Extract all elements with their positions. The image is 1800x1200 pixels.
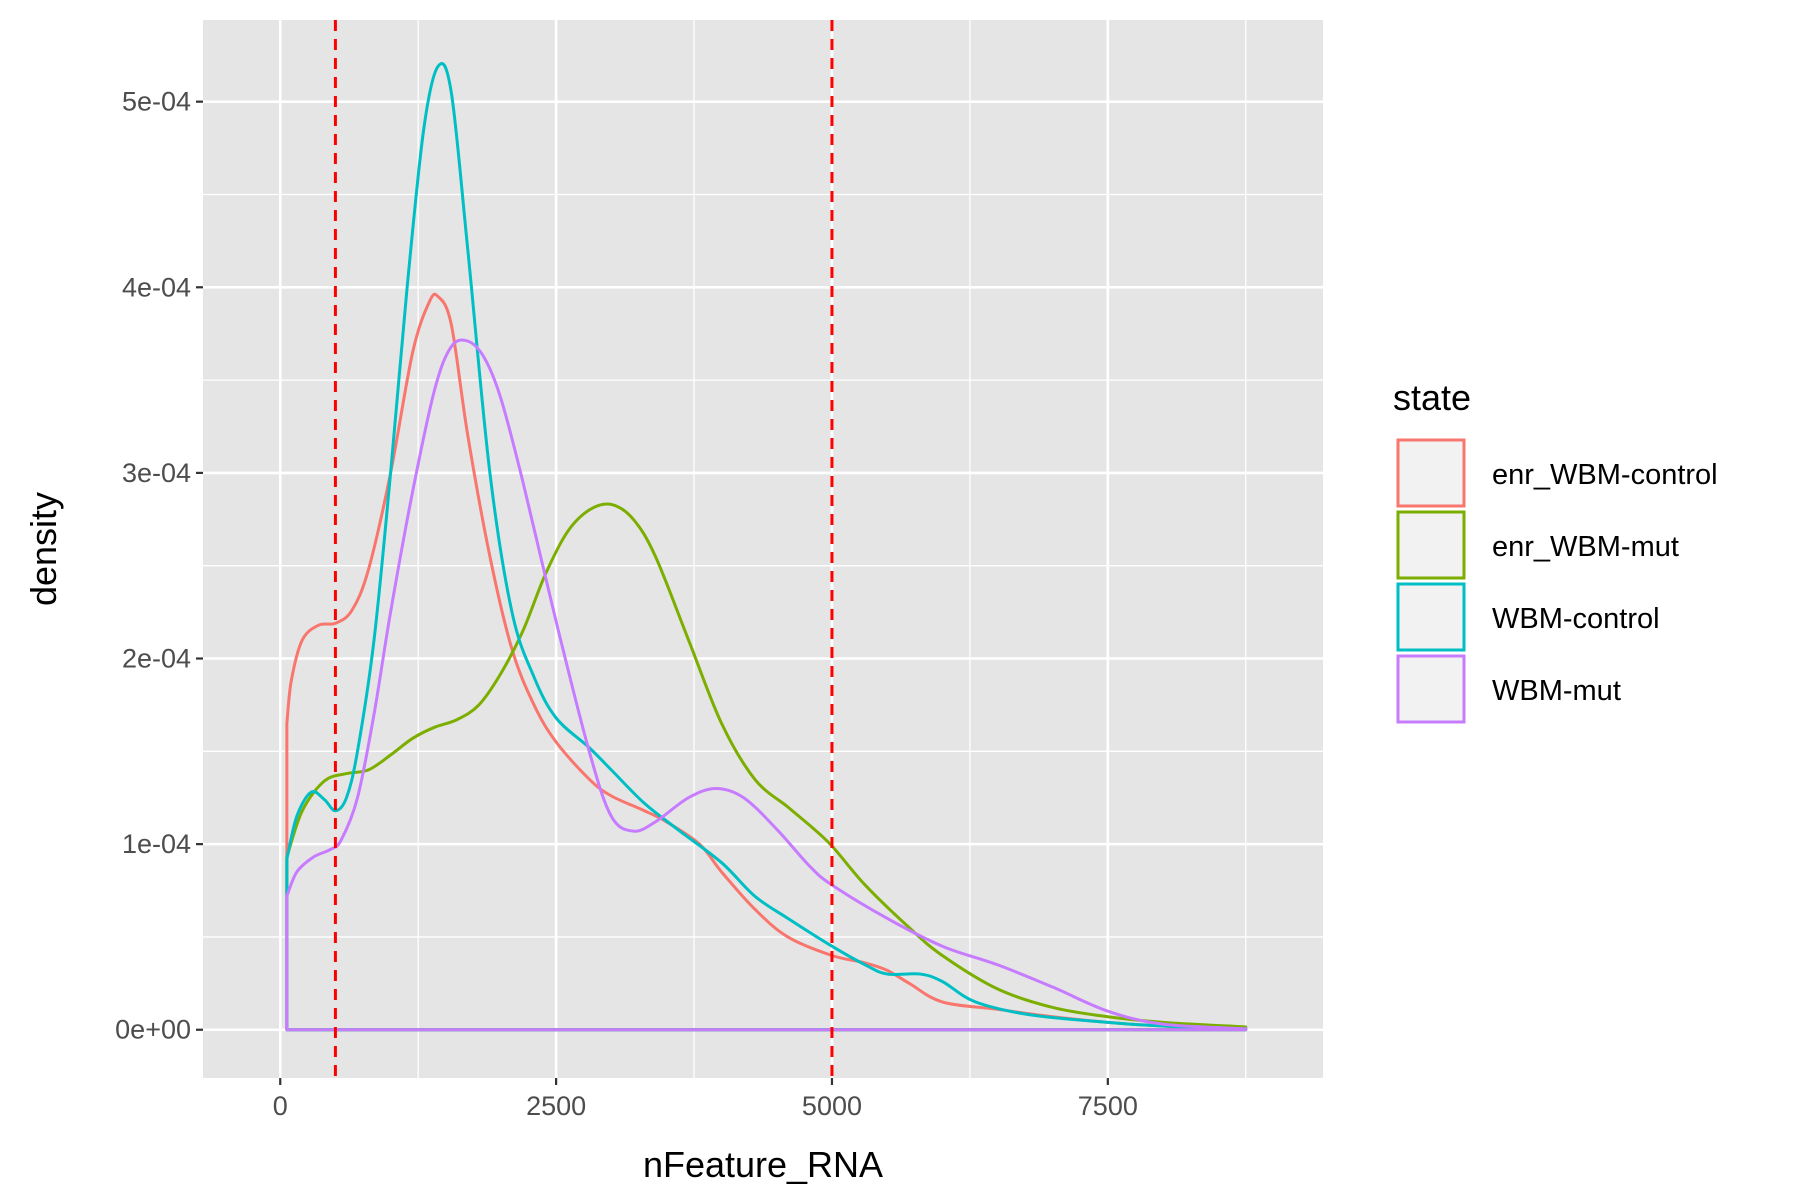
legend-label: enr_WBM-mut [1492,531,1679,563]
legend-label: enr_WBM-control [1492,459,1718,491]
legend-title: state [1393,377,1471,418]
density-curve-WBM-control [285,62,1248,1032]
legend-key-WBM-control [1396,582,1466,652]
legend-label: WBM-mut [1492,675,1621,707]
x-tick-label: 5000 [802,1091,862,1121]
x-tick-label: 0 [273,1091,288,1121]
x-tick-label: 7500 [1078,1091,1138,1121]
reference-lines [333,20,834,1078]
legend-key-enr_WBM-mut [1396,510,1466,580]
y-axis: 0e+00 1e-04 2e-04 3e-04 4e-04 5e-04 [115,87,203,1045]
y-tick-label: 2e-04 [122,644,191,674]
plot-background [203,20,1323,1078]
legend: state enr_WBM-control enr_WBM-mut WBM-cont… [1393,377,1718,724]
minor-gridlines [203,20,1323,1078]
density-curves [285,62,1248,1032]
density-curve-enr_WBM-control [285,292,1248,1032]
density-curve-WBM-mut [285,338,1248,1032]
y-tick-label: 0e+00 [115,1015,191,1045]
legend-key-enr_WBM-control [1396,438,1466,508]
y-tick-label: 1e-04 [122,829,191,859]
legend-entries: enr_WBM-control enr_WBM-mut WBM-control WBM… [1396,438,1718,724]
legend-key-WBM-mut [1396,654,1466,724]
legend-label: WBM-control [1492,603,1660,635]
y-axis-title: density [23,492,64,606]
y-tick-label: 4e-04 [122,272,191,302]
x-tick-label: 2500 [526,1091,586,1121]
density-curve-enr_WBM-mut [285,502,1248,1032]
y-tick-label: 3e-04 [122,458,191,488]
x-axis-title: nFeature_RNA [643,1144,883,1185]
y-tick-label: 5e-04 [122,87,191,117]
x-axis: 0 2500 5000 7500 [273,1078,1138,1121]
